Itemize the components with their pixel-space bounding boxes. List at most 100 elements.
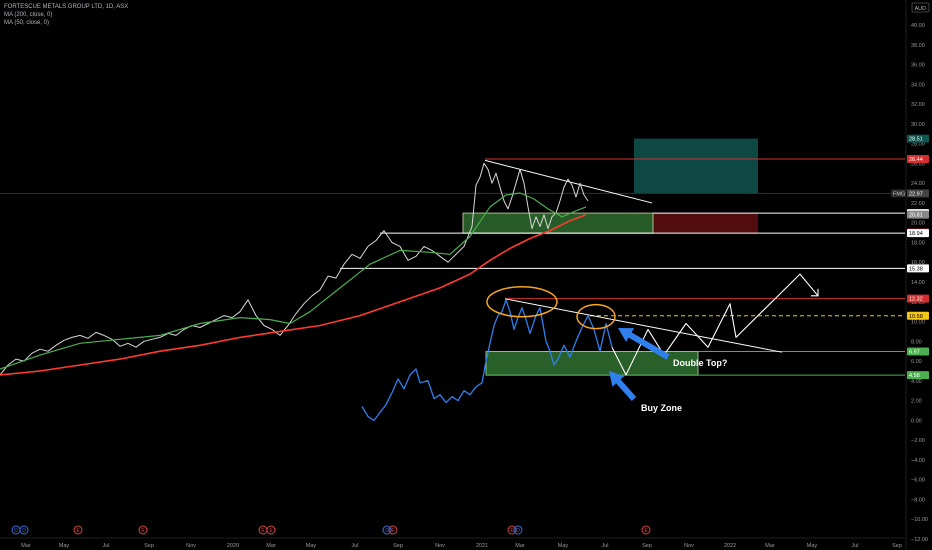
y-tick-label: −10.00 — [911, 517, 928, 523]
event-marker-letter: E — [510, 528, 514, 534]
x-tick-label: May — [807, 543, 818, 549]
y-tick-label: 24.00 — [911, 181, 925, 187]
price-badge-label: 22.97 — [909, 191, 923, 197]
event-marker-dividend[interactable] — [19, 525, 29, 535]
currency-label: AUD — [915, 6, 927, 12]
double-top-circle-right — [576, 303, 616, 330]
x-tick-label: Jul — [601, 543, 608, 549]
symbol-tag-label: FMG — [893, 191, 905, 197]
event-marker-letter: E — [76, 528, 80, 534]
ma200-legend-label: MA (200, close, 0) — [4, 12, 53, 18]
x-tick-label: Mar — [266, 543, 276, 549]
currency-box[interactable] — [911, 2, 930, 13]
y-tick-label: 6.00 — [911, 359, 922, 365]
y-tick-label: 10.00 — [911, 320, 925, 326]
y-tick-label: −2.00 — [911, 438, 925, 444]
event-marker-letter: E — [391, 528, 395, 534]
series-line-projection — [361, 299, 613, 422]
event-marker-earnings[interactable] — [266, 525, 276, 535]
price-badge-label: 6.97 — [909, 349, 920, 355]
buy-zone-label: Buy Zone — [641, 403, 682, 413]
series-line-ma-200-close-0 — [0, 214, 587, 376]
y-tick-label: −4.00 — [911, 458, 925, 464]
x-tick-label: Sep — [892, 543, 902, 549]
y-tick-label: 38.00 — [911, 43, 925, 49]
x-tick-label: 2022 — [724, 543, 736, 549]
price-badge — [907, 189, 929, 198]
upper-trendline — [484, 159, 653, 204]
x-tick-label: Sep — [393, 543, 403, 549]
buy-zone-arrow — [609, 371, 637, 401]
y-tick-label: 28.00 — [911, 142, 925, 148]
x-tick-label: Mar — [765, 543, 775, 549]
y-tick-label: 16.00 — [911, 260, 925, 266]
series-line-ma-50-close-0 — [0, 192, 587, 370]
x-tick-label: Jul — [851, 543, 858, 549]
y-tick-label: 20.00 — [911, 221, 925, 227]
lower-trendline — [504, 298, 783, 353]
y-tick-label: 22.00 — [911, 201, 925, 207]
price-badge-label: 18.94 — [909, 231, 923, 237]
x-tick-label: 2020 — [227, 543, 239, 549]
path-arrowhead — [811, 288, 819, 297]
y-tick-label: 26.00 — [911, 161, 925, 167]
y-tick-label: 18.00 — [911, 240, 925, 246]
x-tick-label: Nov — [186, 543, 196, 549]
event-marker-dividend[interactable] — [382, 525, 392, 535]
event-marker-earnings[interactable] — [507, 525, 517, 535]
y-tick-label: −6.00 — [911, 478, 925, 484]
price-badge — [907, 210, 929, 219]
event-marker-letter: E — [644, 528, 648, 534]
y-tick-label: 12.00 — [911, 300, 925, 306]
x-tick-label: Nov — [435, 543, 445, 549]
price-badge-label: 10.58 — [909, 314, 923, 320]
x-tick-label: May — [306, 543, 317, 549]
event-marker-letter: E — [141, 528, 145, 534]
price-badge-label: 12.32 — [909, 297, 923, 303]
x-tick-label: Jul — [102, 543, 109, 549]
price-badge — [907, 371, 929, 380]
price-badge-label: 26.44 — [909, 157, 923, 163]
event-marker-letter: D — [385, 528, 389, 534]
y-tick-label: 0.00 — [911, 418, 922, 424]
y-tick-label: 8.00 — [911, 339, 922, 345]
symbol-tag — [891, 189, 906, 198]
event-marker-letter: D — [22, 528, 26, 534]
event-marker-earnings[interactable] — [138, 525, 148, 535]
event-marker-dividend[interactable] — [513, 525, 523, 535]
price-badge — [907, 311, 929, 320]
event-marker-letter: E — [261, 528, 265, 534]
price-badge — [907, 294, 929, 303]
event-marker-earnings[interactable] — [73, 525, 83, 535]
y-tick-label: −12.00 — [911, 537, 928, 543]
y-tick-label: 36.00 — [911, 63, 925, 69]
y-tick-label: 30.00 — [911, 122, 925, 128]
price-badge-label: 20.81 — [909, 213, 923, 219]
double-top-circle-left — [486, 286, 558, 318]
price-badge-label: 15.38 — [909, 266, 923, 272]
x-tick-label: Jul — [351, 543, 358, 549]
y-tick-label: 4.00 — [911, 379, 922, 385]
series-line-path — [611, 273, 819, 376]
y-tick-label: 14.00 — [911, 280, 925, 286]
event-marker-earnings[interactable] — [641, 525, 651, 535]
x-tick-label: Mar — [21, 543, 31, 549]
x-tick-label: Sep — [642, 543, 652, 549]
price-badge-label: 4.58 — [909, 373, 920, 379]
y-tick-label: 34.00 — [911, 82, 925, 88]
series-line-fmg — [0, 162, 589, 376]
event-marker-letter: E — [269, 528, 273, 534]
x-tick-label: Nov — [684, 543, 694, 549]
price-badge — [907, 264, 929, 273]
stop-zone — [653, 213, 758, 234]
event-marker-earnings[interactable] — [388, 525, 398, 535]
x-tick-label: May — [59, 543, 70, 549]
event-marker-letter: D — [14, 528, 18, 534]
price-badge — [907, 155, 929, 164]
x-tick-label: May — [558, 543, 569, 549]
x-tick-label: Sep — [144, 543, 154, 549]
y-tick-label: 2.00 — [911, 399, 922, 405]
chart-legend: FORTESCUE METALS GROUP LTD, 1D, ASX MA (… — [4, 3, 128, 27]
double-top-label: Double Top? — [673, 358, 727, 368]
